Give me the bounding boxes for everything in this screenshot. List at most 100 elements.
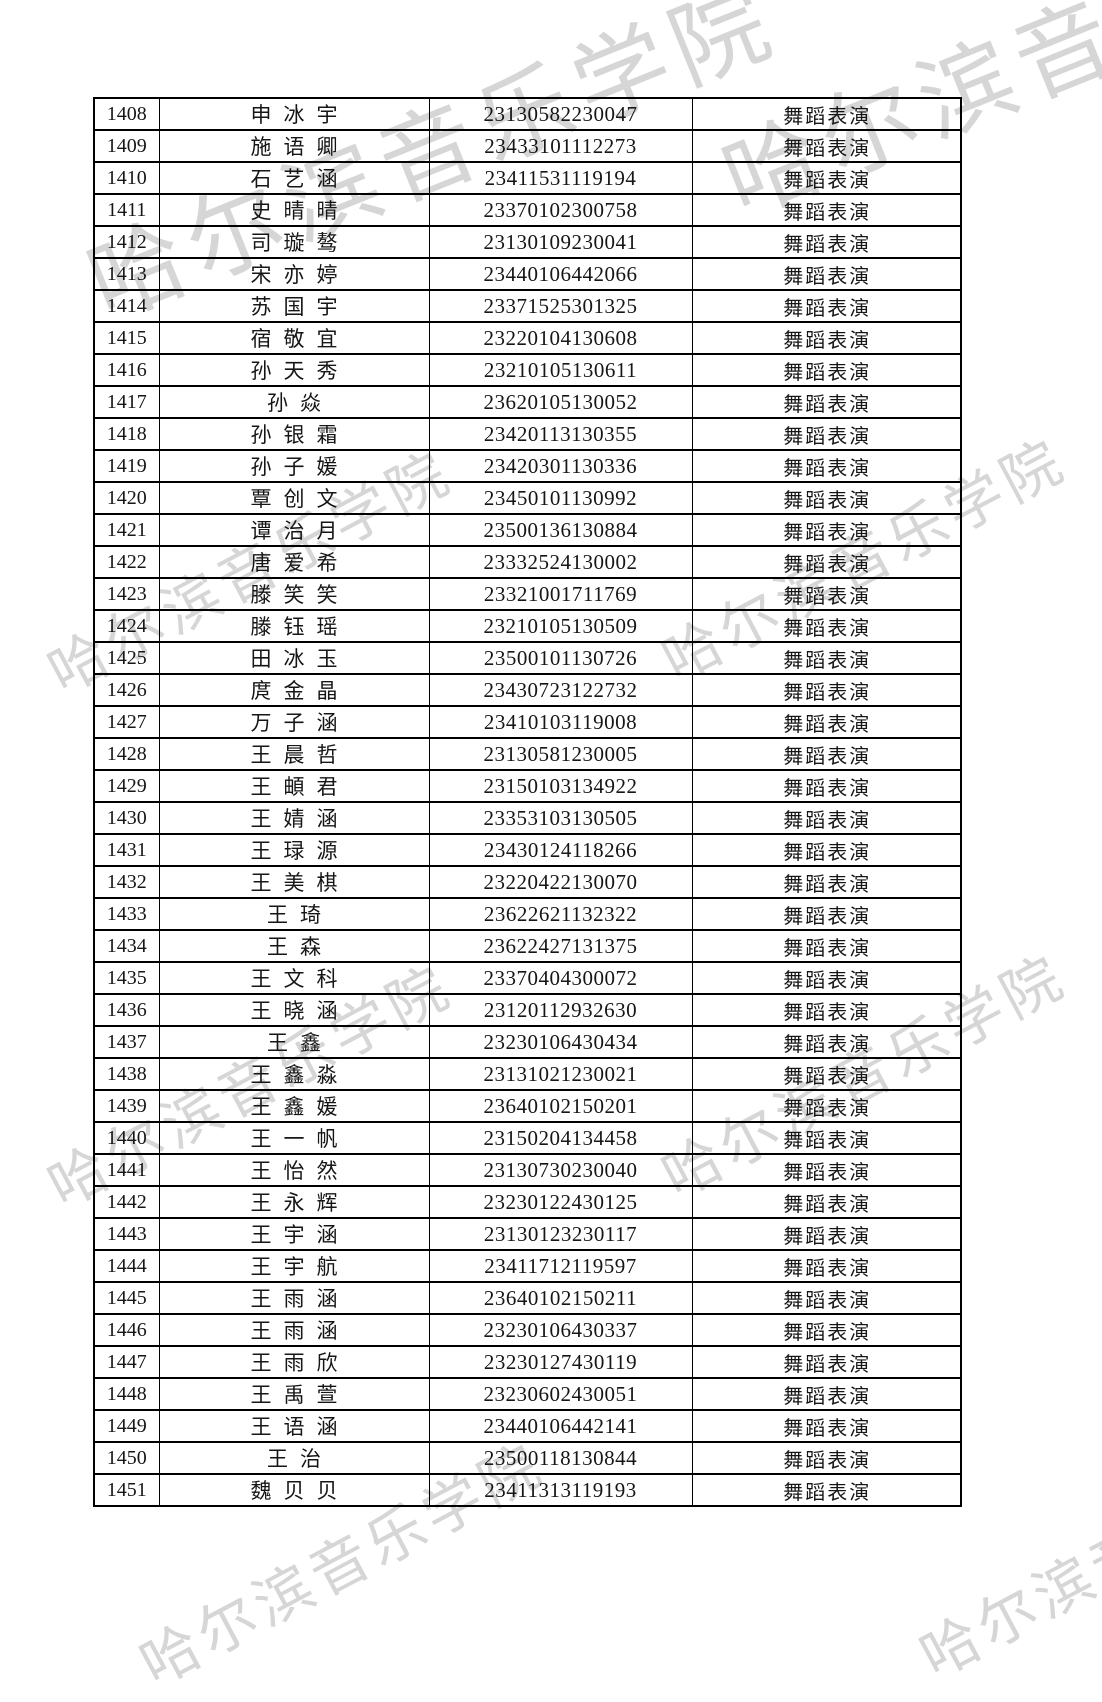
- major-cell: 舞蹈表演: [691, 769, 962, 803]
- major-cell: 舞蹈表演: [691, 961, 962, 995]
- exam-number-cell: 23500136130884: [428, 513, 693, 547]
- major-cell: 舞蹈表演: [691, 1441, 962, 1475]
- candidate-name-cell: 王森: [158, 929, 430, 963]
- exam-number-cell: 23370102300758: [428, 193, 693, 227]
- exam-number-cell: 23210105130509: [428, 609, 693, 643]
- major-cell: 舞蹈表演: [691, 545, 962, 579]
- table-row: 1441 王怡然 23130730230040 舞蹈表演: [93, 1153, 962, 1187]
- exam-number-cell: 23230602430051: [428, 1377, 693, 1411]
- row-number-cell: 1410: [93, 161, 160, 195]
- exam-number-cell: 23230106430434: [428, 1025, 693, 1059]
- exam-number-cell: 23640102150201: [428, 1089, 693, 1123]
- candidate-name-cell: 王琭源: [158, 833, 430, 867]
- row-number-cell: 1436: [93, 993, 160, 1027]
- exam-number-cell: 23130109230041: [428, 225, 693, 259]
- exam-number-cell: 23622427131375: [428, 929, 693, 963]
- table-row: 1415 宿敬宜 23220104130608 舞蹈表演: [93, 321, 962, 355]
- candidate-name-cell: 王晨哲: [158, 737, 430, 771]
- exam-number-cell: 23150204134458: [428, 1121, 693, 1155]
- candidate-name-cell: 孙天秀: [158, 353, 430, 387]
- candidate-name-cell: 王鑫淼: [158, 1057, 430, 1091]
- major-cell: 舞蹈表演: [691, 673, 962, 707]
- exam-number-cell: 23120112932630: [428, 993, 693, 1027]
- table-row: 1424 滕钰瑶 23210105130509 舞蹈表演: [93, 609, 962, 643]
- candidate-name-cell: 孙焱: [158, 385, 430, 419]
- row-number-cell: 1445: [93, 1281, 160, 1315]
- candidate-name-cell: 田冰玉: [158, 641, 430, 675]
- major-cell: 舞蹈表演: [691, 705, 962, 739]
- table-row: 1431 王琭源 23430124118266 舞蹈表演: [93, 833, 962, 867]
- table-row: 1437 王鑫 23230106430434 舞蹈表演: [93, 1025, 962, 1059]
- table-row: 1414 苏国宇 23371525301325 舞蹈表演: [93, 289, 962, 323]
- major-cell: 舞蹈表演: [691, 1121, 962, 1155]
- major-cell: 舞蹈表演: [691, 1281, 962, 1315]
- major-cell: 舞蹈表演: [691, 1089, 962, 1123]
- row-number-cell: 1446: [93, 1313, 160, 1347]
- major-cell: 舞蹈表演: [691, 1249, 962, 1283]
- candidate-name-cell: 王治: [158, 1441, 430, 1475]
- exam-number-cell: 23130123230117: [428, 1217, 693, 1251]
- candidate-name-cell: 王鑫媛: [158, 1089, 430, 1123]
- table-row: 1416 孙天秀 23210105130611 舞蹈表演: [93, 353, 962, 387]
- exam-number-cell: 23411313119193: [428, 1473, 693, 1507]
- table-row: 1425 田冰玉 23500101130726 舞蹈表演: [93, 641, 962, 675]
- exam-number-cell: 23210105130611: [428, 353, 693, 387]
- exam-number-cell: 23332524130002: [428, 545, 693, 579]
- exam-number-cell: 23371525301325: [428, 289, 693, 323]
- row-number-cell: 1435: [93, 961, 160, 995]
- candidate-name-cell: 王语涵: [158, 1409, 430, 1443]
- row-number-cell: 1426: [93, 673, 160, 707]
- table-row: 1423 滕笑笑 23321001711769 舞蹈表演: [93, 577, 962, 611]
- exam-number-cell: 23220422130070: [428, 865, 693, 899]
- major-cell: 舞蹈表演: [691, 417, 962, 451]
- table-row: 1449 王语涵 23440106442141 舞蹈表演: [93, 1409, 962, 1443]
- candidate-name-cell: 王婧涵: [158, 801, 430, 835]
- table-row: 1410 石艺涵 23411531119194 舞蹈表演: [93, 161, 962, 195]
- row-number-cell: 1428: [93, 737, 160, 771]
- major-cell: 舞蹈表演: [691, 481, 962, 515]
- major-cell: 舞蹈表演: [691, 1313, 962, 1347]
- row-number-cell: 1411: [93, 193, 160, 227]
- candidate-name-cell: 孙银霜: [158, 417, 430, 451]
- exam-number-cell: 23411531119194: [428, 161, 693, 195]
- table-row: 1438 王鑫淼 23131021230021 舞蹈表演: [93, 1057, 962, 1091]
- row-number-cell: 1414: [93, 289, 160, 323]
- row-number-cell: 1440: [93, 1121, 160, 1155]
- candidate-name-cell: 覃创文: [158, 481, 430, 515]
- row-number-cell: 1449: [93, 1409, 160, 1443]
- major-cell: 舞蹈表演: [691, 129, 962, 163]
- candidate-name-cell: 王永辉: [158, 1185, 430, 1219]
- table-row: 1408 申冰宇 23130582230047 舞蹈表演: [93, 97, 962, 131]
- exam-number-cell: 23430723122732: [428, 673, 693, 707]
- candidate-name-cell: 王雨欣: [158, 1345, 430, 1379]
- table-row: 1422 唐爱希 23332524130002 舞蹈表演: [93, 545, 962, 579]
- candidate-name-cell: 庹金晶: [158, 673, 430, 707]
- exam-number-cell: 23622621132322: [428, 897, 693, 931]
- exam-number-cell: 23130730230040: [428, 1153, 693, 1187]
- table-row: 1428 王晨哲 23130581230005 舞蹈表演: [93, 737, 962, 771]
- row-number-cell: 1412: [93, 225, 160, 259]
- exam-number-cell: 23500118130844: [428, 1441, 693, 1475]
- candidate-name-cell: 王宇涵: [158, 1217, 430, 1251]
- row-number-cell: 1409: [93, 129, 160, 163]
- table-row: 1444 王宇航 23411712119597 舞蹈表演: [93, 1249, 962, 1283]
- exam-number-cell: 23321001711769: [428, 577, 693, 611]
- exam-number-cell: 23370404300072: [428, 961, 693, 995]
- major-cell: 舞蹈表演: [691, 161, 962, 195]
- table-row: 1440 王一帆 23150204134458 舞蹈表演: [93, 1121, 962, 1155]
- row-number-cell: 1432: [93, 865, 160, 899]
- table-row: 1409 施语卿 23433101112273 舞蹈表演: [93, 129, 962, 163]
- table-row: 1442 王永辉 23230122430125 舞蹈表演: [93, 1185, 962, 1219]
- major-cell: 舞蹈表演: [691, 1185, 962, 1219]
- candidate-name-cell: 王鑫: [158, 1025, 430, 1059]
- exam-number-cell: 23620105130052: [428, 385, 693, 419]
- candidate-name-cell: 孙子媛: [158, 449, 430, 483]
- table-row: 1445 王雨涵 23640102150211 舞蹈表演: [93, 1281, 962, 1315]
- major-cell: 舞蹈表演: [691, 321, 962, 355]
- row-number-cell: 1416: [93, 353, 160, 387]
- major-cell: 舞蹈表演: [691, 193, 962, 227]
- major-cell: 舞蹈表演: [691, 833, 962, 867]
- row-number-cell: 1408: [93, 97, 160, 131]
- candidate-name-cell: 宿敬宜: [158, 321, 430, 355]
- row-number-cell: 1438: [93, 1057, 160, 1091]
